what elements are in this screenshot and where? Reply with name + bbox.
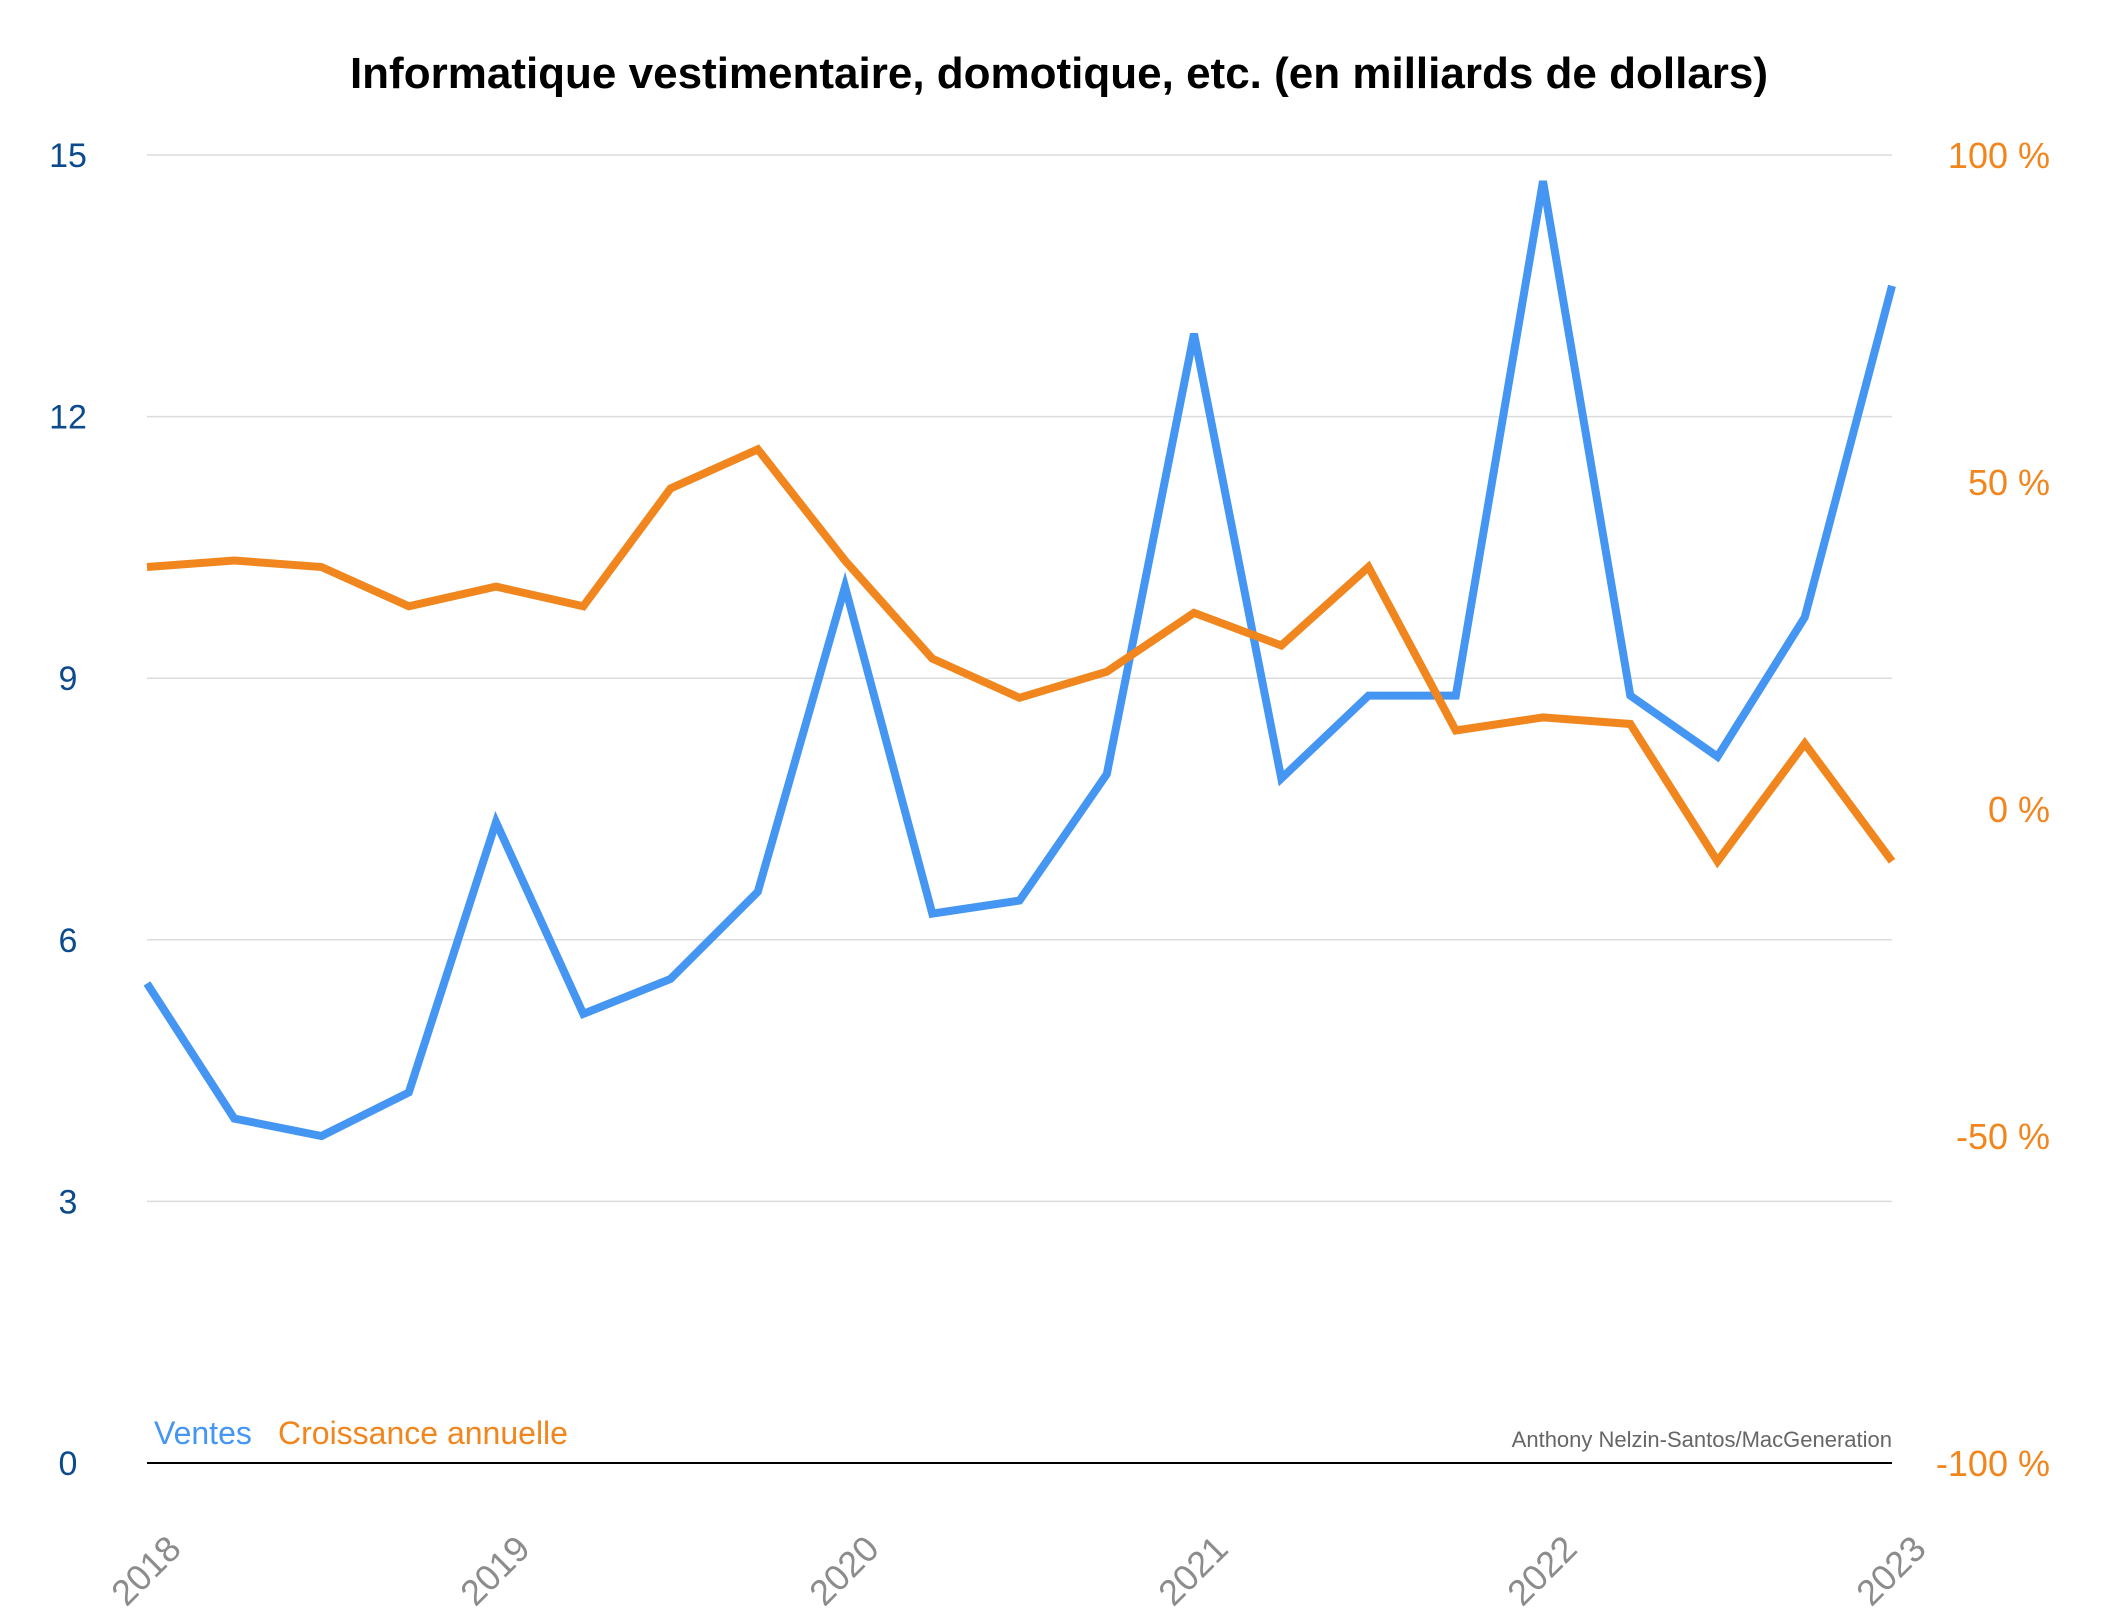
y-left-tick-label: 3 [59,1183,78,1221]
y-right-tick-label: -100 % [1936,1443,2050,1484]
gridlines [147,154,1892,1203]
x-tick-label: 2023 [1848,1528,1934,1614]
chart-title: Informatique vestimentaire, domotique, e… [350,49,1768,98]
y-right-tick-label: 100 % [1948,135,2050,176]
series-lines [143,180,1896,1141]
series-line-ventes [143,180,1896,1141]
y-right-tick-label: 50 % [1968,462,2050,503]
x-tick-label: 2020 [801,1528,887,1614]
y-left-tick-label: 15 [49,137,87,175]
legend: Ventes Croissance annuelle [154,1415,568,1451]
series-line-croissance [146,444,1896,869]
y-right-tick-label: 0 % [1988,789,2050,830]
legend-entry-croissance: Croissance annuelle [278,1415,568,1451]
y-left-tick-label: 9 [59,660,78,698]
y-left-tick-label: 12 [49,399,87,437]
x-tick-label: 2022 [1499,1528,1585,1614]
x-tick-label: 2021 [1150,1528,1236,1614]
x-tick-label: 2019 [452,1528,538,1614]
y-left-tick-label: 6 [59,922,78,960]
x-tick-label: 2018 [103,1528,189,1614]
axes: 0 3 6 9 12 15 -100 % -50 % 0 % 50 % 100 % 2018 2019 2… [49,135,2050,1613]
legend-entry-ventes: Ventes [154,1415,252,1451]
y-left-tick-label: 0 [59,1445,78,1483]
chart-credit: Anthony Nelzin-Santos/MacGeneration [1512,1427,1892,1452]
y-right-tick-label: -50 % [1956,1116,2050,1157]
